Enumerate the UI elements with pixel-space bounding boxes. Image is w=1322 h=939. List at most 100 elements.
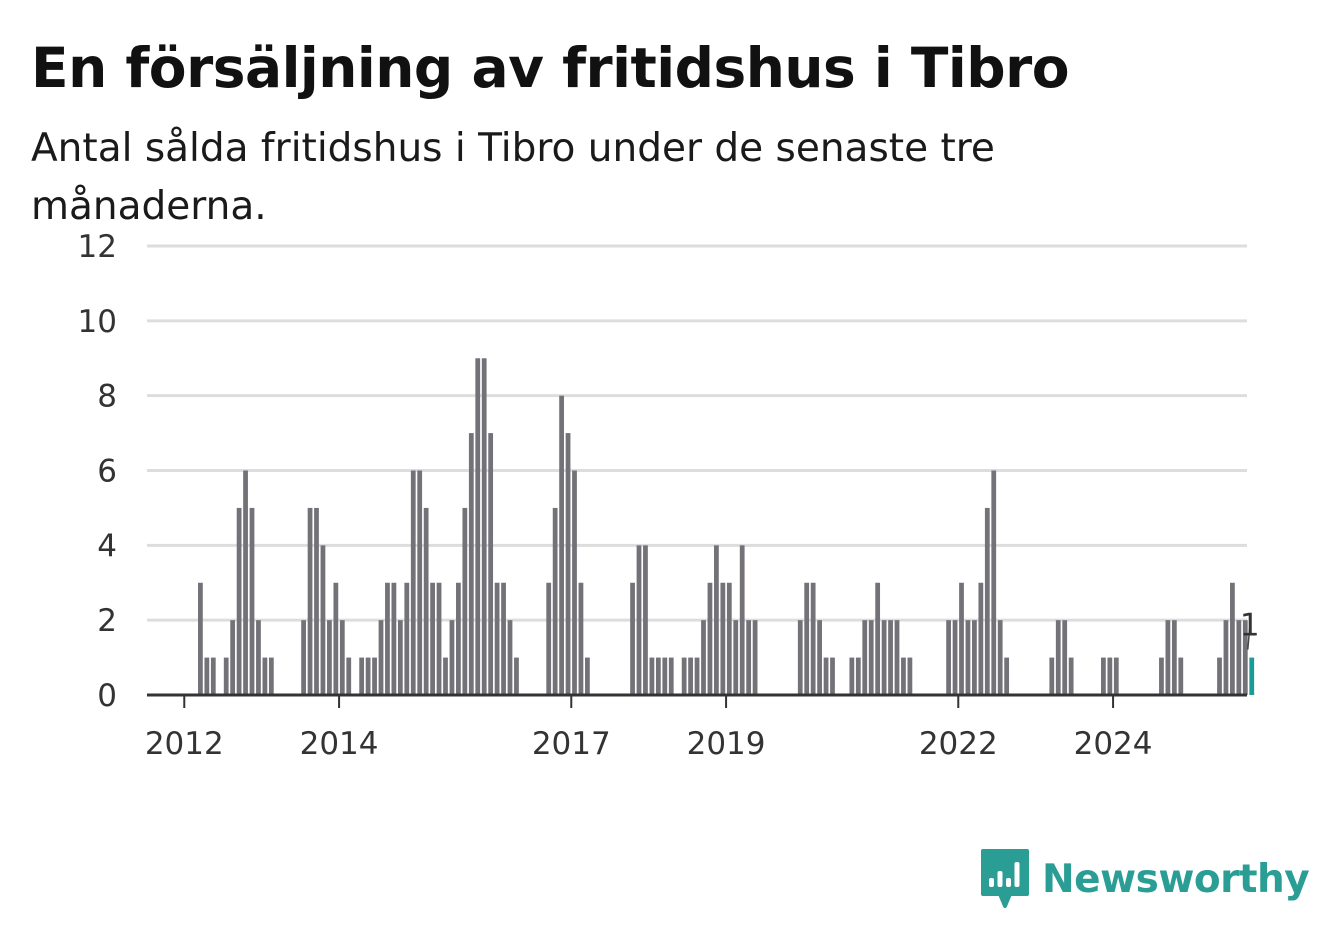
bar [1107, 657, 1113, 695]
bar [1223, 620, 1229, 695]
bar [875, 582, 881, 695]
bar [410, 470, 416, 695]
bar [404, 582, 410, 695]
bar [1113, 657, 1119, 695]
bar [249, 507, 255, 695]
y-tick-label: 8 [97, 379, 117, 415]
bar [559, 395, 564, 695]
bar [443, 657, 448, 695]
bar [262, 657, 268, 695]
bar [339, 620, 345, 695]
bar [1242, 620, 1248, 695]
bar [1055, 620, 1061, 695]
bar [572, 470, 577, 695]
bar [810, 582, 816, 695]
bar [681, 657, 687, 695]
y-tick-label: 10 [78, 304, 117, 340]
bar [1171, 620, 1177, 695]
bar [855, 657, 861, 695]
bar [501, 582, 506, 695]
bar [830, 657, 835, 695]
bar [849, 657, 855, 695]
bar [268, 657, 274, 695]
bar [1165, 620, 1171, 695]
bar [701, 620, 706, 695]
bar [952, 620, 958, 695]
bar [946, 620, 951, 695]
bar [243, 470, 248, 695]
bar [204, 657, 210, 695]
bar [236, 507, 242, 695]
y-tick-label: 12 [78, 229, 117, 265]
bar [365, 657, 371, 695]
x-tick-label: 2014 [300, 726, 379, 762]
bar [359, 657, 365, 695]
bar [714, 545, 719, 695]
bar [862, 620, 868, 695]
bar [643, 545, 648, 695]
y-axis-labels: 0 2 4 6 8 10 12 [78, 229, 117, 714]
bar [462, 507, 468, 695]
bar [668, 657, 674, 695]
newsworthy-logo: Newsworthy [980, 848, 1310, 910]
bar [707, 582, 713, 695]
bar [817, 620, 822, 695]
bar [456, 582, 461, 695]
bar [997, 620, 1003, 695]
bar [630, 582, 635, 695]
bar [307, 507, 313, 695]
bar [320, 545, 326, 695]
bar [481, 358, 487, 695]
bar [746, 620, 752, 695]
x-tick-label: 2017 [532, 726, 611, 762]
x-tick-label: 2019 [687, 726, 766, 762]
bar [688, 657, 693, 695]
bar [327, 620, 332, 695]
bar [1217, 657, 1222, 695]
y-tick-label: 2 [97, 603, 117, 639]
bar [978, 582, 984, 695]
bar [230, 620, 236, 695]
bar [430, 582, 435, 695]
bar [894, 620, 900, 695]
bar [1101, 657, 1106, 695]
bar [301, 620, 306, 695]
bar-chart: 0 2 4 6 8 10 12 2012 2014 2017 2019 2022 2024 1 [78, 229, 1260, 762]
x-tick-label: 2024 [1074, 726, 1153, 762]
bar [417, 470, 423, 695]
bar [739, 545, 745, 695]
bar [662, 657, 668, 695]
bar [649, 657, 655, 695]
bar [972, 620, 977, 695]
bar [1049, 657, 1055, 695]
annotations: 1 [1240, 608, 1260, 650]
bar [198, 582, 203, 695]
bar [1068, 657, 1074, 695]
bar [488, 433, 494, 695]
bar [888, 620, 893, 695]
annotation-pointer [1247, 627, 1251, 650]
bar [578, 582, 584, 695]
y-tick-label: 0 [97, 678, 117, 714]
bar [378, 620, 384, 695]
chart-subtitle: Antal sålda fritidshus i Tibro under de … [31, 126, 995, 229]
bar [1230, 582, 1235, 695]
bar [804, 582, 810, 695]
bar [1178, 657, 1184, 695]
bar [391, 582, 397, 695]
bar [256, 620, 261, 695]
annotation-label: 1 [1240, 608, 1260, 644]
bar [1004, 657, 1010, 695]
bar [468, 433, 474, 695]
bar [397, 620, 403, 695]
bar [959, 582, 964, 695]
bar [797, 620, 803, 695]
bar [333, 582, 339, 695]
bar [436, 582, 442, 695]
bar [991, 470, 997, 695]
x-axis: 2012 2014 2017 2019 2022 2024 [145, 693, 1247, 762]
bar [733, 620, 739, 695]
bar-chart-speech-bubble-icon [981, 849, 1029, 908]
bar [823, 657, 829, 695]
bar [565, 433, 571, 695]
